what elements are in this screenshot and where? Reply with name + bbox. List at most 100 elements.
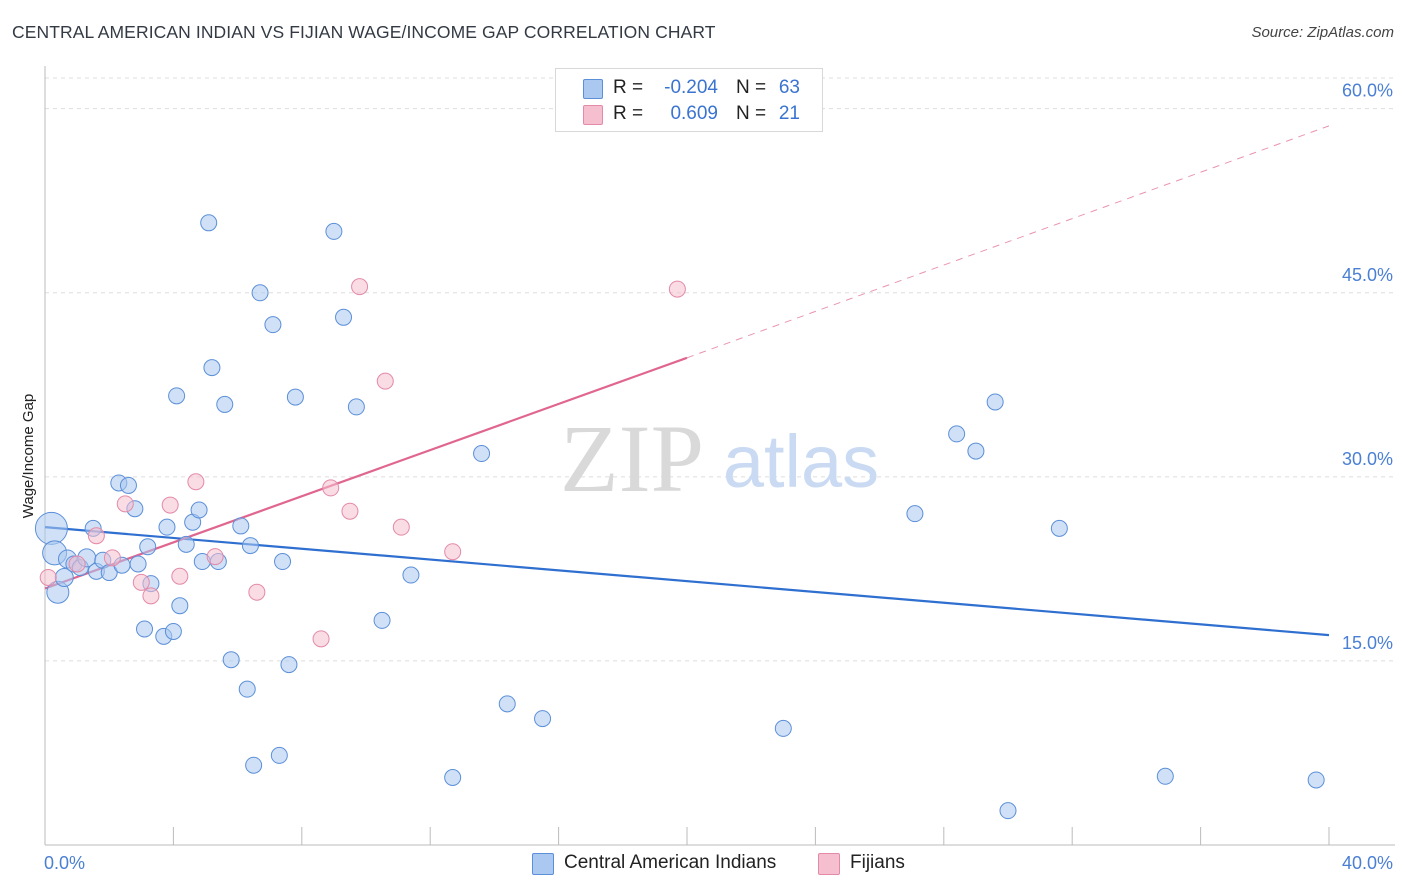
legend-label: Fijians: [850, 852, 905, 873]
legend-r-value: 0.609: [670, 103, 718, 124]
point-fijian: [206, 548, 224, 566]
point-central-american: [1307, 771, 1325, 789]
point-central-american: [347, 398, 365, 416]
point-fijian: [312, 630, 330, 648]
point-central-american: [177, 535, 195, 553]
point-central-american: [241, 537, 259, 555]
point-fijian: [142, 587, 160, 605]
point-central-american: [158, 518, 176, 536]
point-central-american: [274, 553, 292, 571]
legend-r-value: -0.204: [664, 77, 718, 98]
point-central-american: [216, 395, 234, 413]
point-central-american: [168, 387, 186, 405]
watermark: ZIP atlas: [560, 405, 879, 512]
point-central-american: [1156, 767, 1174, 785]
point-central-american: [498, 695, 516, 713]
point-central-american: [139, 538, 157, 556]
legend-n-value: 63: [778, 77, 800, 98]
watermark-atlas: atlas: [723, 420, 879, 503]
y-tick-label: 30.0%: [1342, 449, 1393, 469]
x-tick-label: 0.0%: [44, 853, 85, 873]
legend-row-central-american: R = -0.204 N = 63: [556, 77, 822, 101]
point-central-american: [251, 284, 269, 302]
y-axis-label: Wage/Income Gap: [20, 394, 37, 519]
point-central-american: [203, 359, 221, 377]
point-fijian: [39, 568, 57, 586]
legend-r-label: R =: [613, 103, 644, 124]
point-central-american: [190, 501, 208, 519]
point-central-american: [200, 214, 218, 232]
point-fijian: [322, 479, 340, 497]
point-fijian: [132, 573, 150, 591]
point-central-american: [232, 517, 250, 535]
legend-label: Central American Indians: [564, 852, 777, 873]
point-central-american: [999, 802, 1017, 820]
point-central-american: [222, 651, 240, 669]
point-central-american: [238, 680, 256, 698]
point-central-american: [335, 308, 353, 326]
legend-n-label: N =: [736, 77, 767, 98]
point-fijian: [668, 280, 686, 298]
legend-n-value: 21: [778, 103, 800, 124]
point-central-american: [164, 622, 182, 640]
trend-line-central-american: [44, 526, 1330, 637]
gridlines: [45, 77, 1395, 662]
point-fijian: [248, 583, 266, 601]
point-central-american: [373, 611, 391, 629]
point-central-american: [280, 656, 298, 674]
legend-swatch-blue: [583, 79, 603, 99]
point-central-american: [270, 746, 288, 764]
y-tick-label: 45.0%: [1342, 265, 1393, 285]
point-central-american: [245, 756, 263, 774]
trend-line-fijians: [686, 125, 1330, 359]
point-fijian: [116, 495, 134, 513]
correlation-legend: R = -0.204 N = 63 R = 0.609 N = 21: [555, 68, 823, 132]
source-credit: Source: ZipAtlas.com: [1251, 24, 1394, 41]
point-fijian: [376, 372, 394, 390]
point-central-american: [906, 505, 924, 523]
point-central-american: [473, 445, 491, 463]
point-central-american: [986, 393, 1004, 411]
legend-row-fijians: R = 0.609 N = 21: [556, 103, 822, 127]
point-central-american: [444, 769, 462, 787]
x-tick-labels: 0.0% 40.0%: [44, 853, 1393, 873]
point-central-american: [264, 316, 282, 334]
x-tick-label: 40.0%: [1342, 853, 1393, 873]
y-tick-labels: 15.0% 30.0% 45.0% 60.0%: [1342, 81, 1393, 653]
legend-r-label: R =: [613, 77, 644, 98]
legend-swatch-pink: [583, 105, 603, 125]
data-points: [34, 214, 1325, 820]
point-fijian: [392, 518, 410, 536]
point-central-american: [171, 597, 189, 615]
axes: [44, 66, 1395, 846]
point-fijian: [444, 543, 462, 561]
point-fijian: [87, 527, 105, 545]
chart-title: CENTRAL AMERICAN INDIAN VS FIJIAN WAGE/I…: [12, 22, 716, 42]
point-fijian: [161, 496, 179, 514]
point-fijian: [341, 502, 359, 520]
legend-n-label: N =: [736, 103, 767, 124]
point-fijian: [103, 549, 121, 567]
point-central-american: [286, 388, 304, 406]
point-fijian: [351, 278, 369, 296]
point-central-american: [534, 710, 552, 728]
point-fijian: [187, 473, 205, 491]
point-central-american: [119, 476, 137, 494]
trend-lines: [44, 125, 1330, 637]
legend-swatch-pink: [818, 853, 840, 875]
point-fijian: [68, 555, 86, 573]
y-tick-label: 60.0%: [1342, 81, 1393, 101]
point-central-american: [948, 425, 966, 443]
point-central-american: [967, 442, 985, 460]
point-central-american: [774, 719, 792, 737]
point-central-american: [34, 511, 68, 545]
point-central-american: [1050, 519, 1068, 537]
legend-swatch-blue: [532, 853, 554, 875]
point-central-american: [402, 566, 420, 584]
watermark-zip: ZIP: [560, 405, 704, 512]
point-central-american: [325, 222, 343, 240]
point-central-american: [129, 555, 147, 573]
point-fijian: [171, 567, 189, 585]
y-tick-label: 15.0%: [1342, 633, 1393, 653]
